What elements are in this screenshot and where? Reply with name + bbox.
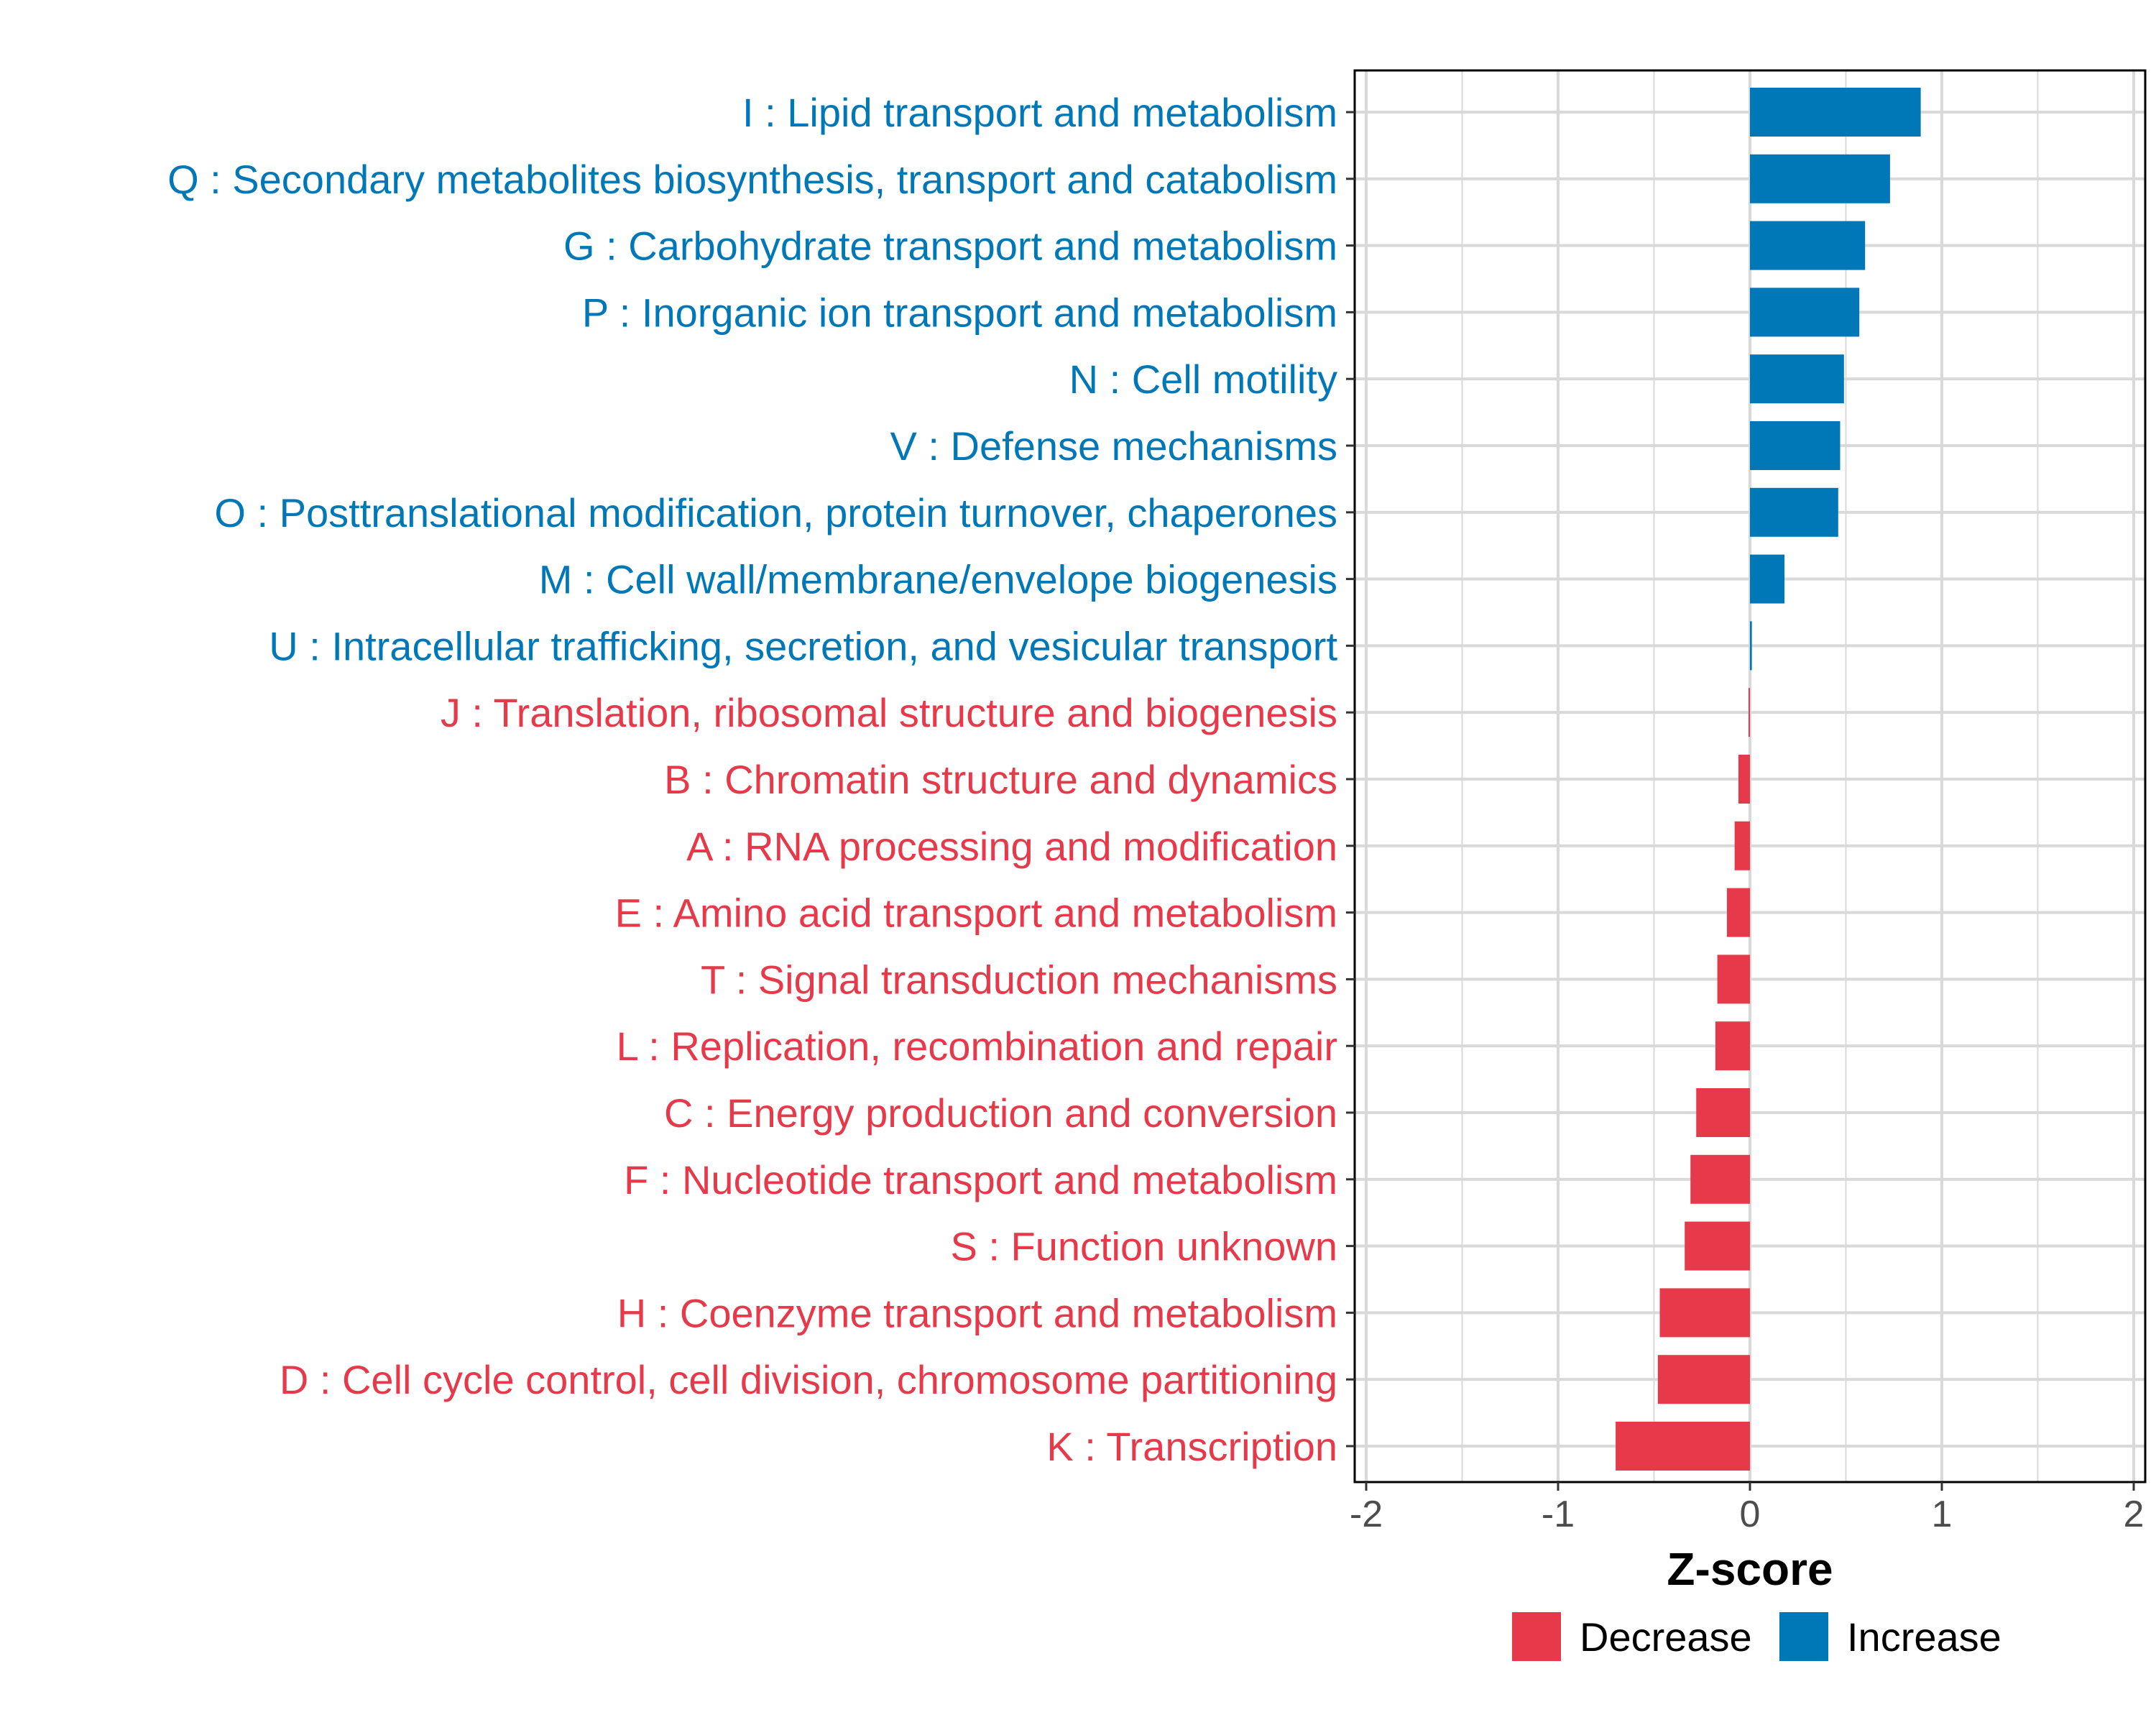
bar bbox=[1734, 821, 1750, 870]
bar bbox=[1749, 688, 1750, 737]
bar bbox=[1750, 621, 1752, 671]
category-label: K : Transcription bbox=[1046, 1424, 1337, 1469]
bar bbox=[1717, 954, 1750, 1004]
category-label: A : RNA processing and modification bbox=[686, 824, 1337, 869]
category-label: I : Lipid transport and metabolism bbox=[742, 90, 1337, 135]
y-axis-ticks bbox=[1346, 111, 1355, 1448]
bar bbox=[1696, 1088, 1750, 1137]
category-label: J : Translation, ribosomal structure and… bbox=[441, 690, 1337, 735]
bar bbox=[1657, 1355, 1750, 1404]
bars bbox=[1616, 88, 1921, 1471]
category-label: G : Carbohydrate transport and metabolis… bbox=[563, 224, 1337, 269]
x-tick-label: 0 bbox=[1740, 1494, 1761, 1535]
category-label: L : Replication, recombination and repai… bbox=[617, 1024, 1337, 1069]
legend-label-increase: Increase bbox=[1847, 1614, 2001, 1660]
bar bbox=[1750, 288, 1860, 337]
category-label: E : Amino acid transport and metabolism bbox=[615, 891, 1337, 936]
category-label: C : Energy production and conversion bbox=[664, 1090, 1337, 1136]
category-label: D : Cell cycle control, cell division, c… bbox=[280, 1357, 1337, 1402]
category-label: B : Chromatin structure and dynamics bbox=[664, 757, 1337, 802]
category-label: H : Coenzyme transport and metabolism bbox=[617, 1290, 1337, 1335]
legend: Decrease Increase bbox=[1512, 1612, 2001, 1661]
category-label: S : Function unknown bbox=[950, 1224, 1337, 1269]
x-tick-label: -1 bbox=[1542, 1494, 1575, 1535]
category-label: F : Nucleotide transport and metabolism bbox=[624, 1157, 1337, 1202]
bar bbox=[1738, 755, 1750, 804]
legend-swatch-decrease bbox=[1512, 1612, 1561, 1661]
bar bbox=[1750, 421, 1841, 470]
category-labels: I : Lipid transport and metabolism Q : Se… bbox=[167, 90, 1337, 1469]
bar bbox=[1750, 554, 1785, 604]
bar bbox=[1715, 1021, 1750, 1071]
category-label: V : Defense mechanisms bbox=[890, 423, 1337, 469]
bar bbox=[1750, 354, 1844, 404]
category-label: Q : Secondary metabolites biosynthesis, … bbox=[167, 157, 1337, 202]
bar bbox=[1750, 487, 1838, 537]
bar bbox=[1659, 1288, 1750, 1338]
legend-swatch-increase bbox=[1779, 1612, 1828, 1661]
category-label: N : Cell motility bbox=[1069, 356, 1337, 402]
bar bbox=[1750, 88, 1921, 137]
x-tick-label: 2 bbox=[2124, 1494, 2145, 1535]
category-label: O : Posttranslational modification, prot… bbox=[214, 490, 1337, 535]
bar bbox=[1750, 221, 1866, 270]
bar bbox=[1750, 154, 1890, 203]
category-label: T : Signal transduction mechanisms bbox=[701, 957, 1337, 1002]
x-axis-title: Z-score bbox=[1667, 1543, 1833, 1595]
category-label: U : Intracellular trafficking, secretion… bbox=[269, 623, 1337, 668]
category-label: P : Inorganic ion transport and metaboli… bbox=[582, 290, 1337, 335]
bar bbox=[1685, 1221, 1750, 1271]
x-tick-label: -2 bbox=[1350, 1494, 1383, 1535]
category-label: M : Cell wall/membrane/envelope biogenes… bbox=[539, 557, 1337, 602]
legend-label-decrease: Decrease bbox=[1580, 1614, 1752, 1660]
bar bbox=[1726, 888, 1750, 937]
x-axis-ticks: -2 -1 0 1 2 bbox=[1350, 1482, 2145, 1535]
bar bbox=[1616, 1422, 1750, 1471]
bar bbox=[1690, 1154, 1750, 1204]
x-tick-label: 1 bbox=[1932, 1494, 1953, 1535]
